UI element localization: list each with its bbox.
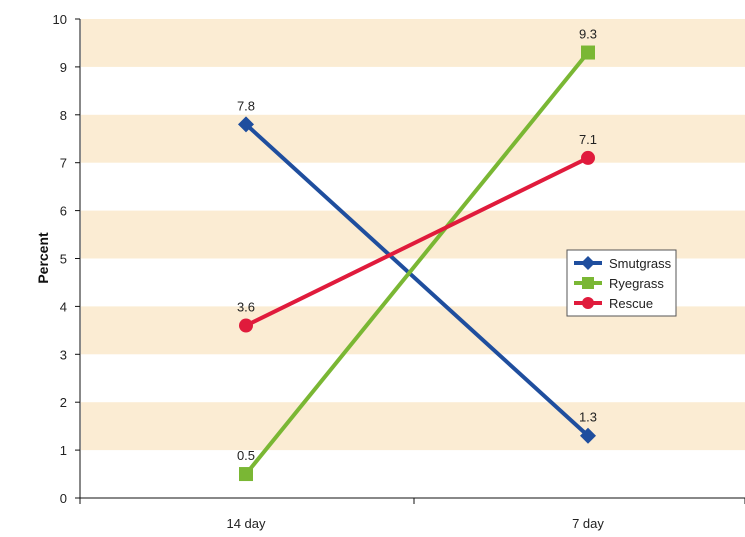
series-line — [244, 51, 590, 476]
y-tick-label: 0 — [60, 491, 67, 506]
y-tick-label: 5 — [60, 252, 67, 267]
y-tick-label: 1 — [60, 443, 67, 458]
legend-item-rescue: Rescue — [574, 296, 653, 311]
series-rescue: 3.6 7.1 — [237, 132, 597, 333]
y-tick-label: 9 — [60, 60, 67, 75]
data-point-marker — [581, 150, 595, 165]
background-bands — [81, 19, 745, 451]
data-label: 7.1 — [579, 132, 597, 147]
data-point-marker — [581, 45, 595, 60]
legend-item-ryegrass: Ryegrass — [574, 276, 664, 291]
y-tick-label: 2 — [60, 395, 67, 410]
legend: Smutgrass Ryegrass Rescue — [566, 249, 677, 317]
y-tick-label: 8 — [60, 108, 67, 123]
data-label: 0.5 — [237, 448, 255, 463]
series-line — [245, 156, 589, 328]
y-tick-label: 3 — [60, 347, 67, 362]
series-ryegrass: 0.5 9.3 — [237, 27, 597, 482]
x-tick-label: 7 day — [572, 516, 604, 531]
data-label: 9.3 — [579, 27, 597, 42]
data-label: 1.3 — [579, 410, 597, 425]
data-point-marker — [239, 318, 253, 333]
series-layer: 7.8 1.3 0.5 9.3 3.6 7.1 — [237, 27, 597, 482]
y-tick-label: 6 — [60, 204, 67, 219]
grid-band — [81, 19, 745, 67]
y-tick-label: 10 — [53, 12, 67, 27]
series-smutgrass: 7.8 1.3 — [237, 98, 597, 444]
legend-item-smutgrass: Smutgrass — [574, 256, 672, 271]
y-axis-ticks: 0 1 2 3 4 5 6 7 8 9 10 — [53, 12, 80, 506]
y-axis-title: Percent — [35, 232, 51, 284]
series-line — [244, 122, 590, 438]
legend-label: Rescue — [609, 296, 653, 311]
data-point-marker — [580, 427, 596, 444]
legend-marker — [581, 256, 595, 270]
legend-label: Ryegrass — [609, 276, 664, 291]
data-point-marker — [239, 467, 253, 482]
legend-marker — [582, 277, 594, 289]
grid-band — [81, 114, 745, 163]
y-tick-label: 7 — [60, 156, 67, 171]
legend-marker — [582, 297, 594, 309]
data-label: 3.6 — [237, 300, 255, 315]
data-label: 7.8 — [237, 98, 255, 113]
y-tick-label: 4 — [60, 299, 67, 314]
legend-label: Smutgrass — [609, 256, 672, 271]
grid-band — [81, 402, 745, 451]
data-point-marker — [238, 116, 254, 133]
x-tick-label: 14 day — [226, 516, 266, 531]
x-axis-ticks: 14 day 7 day — [79, 498, 745, 531]
